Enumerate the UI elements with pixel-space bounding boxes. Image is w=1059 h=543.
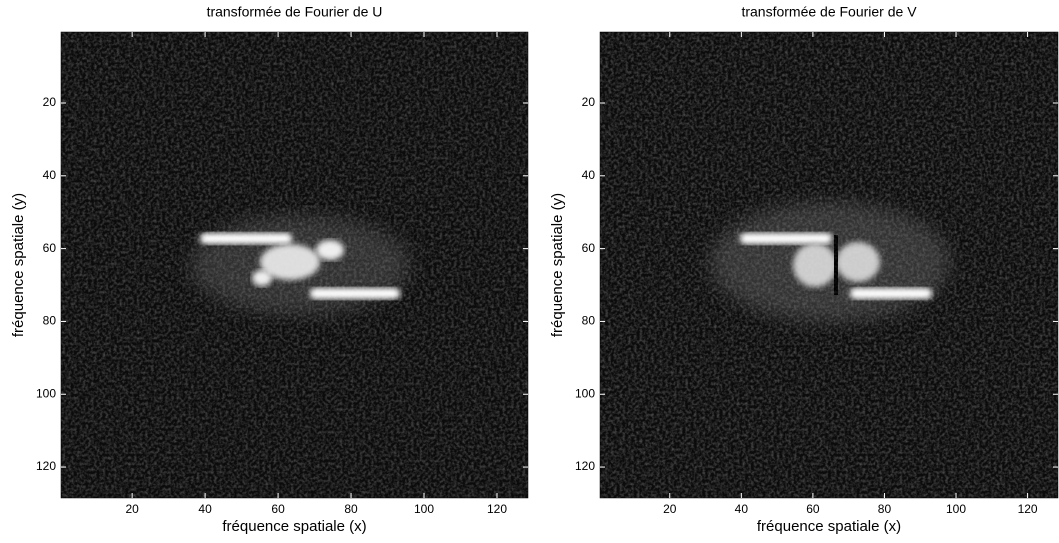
image-texture [61, 32, 528, 498]
y-tick-label: 60 [582, 241, 596, 255]
y-tick-label: 100 [575, 386, 595, 400]
x-axis-label: fréquence spatiale (x) [222, 518, 366, 535]
image-texture [600, 32, 1058, 498]
y-tick-label: 120 [36, 459, 56, 473]
y-tick-label: 20 [43, 95, 57, 109]
axes-frame [599, 31, 1059, 499]
y-tick-label: 120 [575, 459, 595, 473]
axes-frame [60, 31, 529, 499]
y-axis-label: fréquence spatiale (y) [549, 193, 566, 337]
x-tick-label: 120 [1018, 502, 1038, 516]
x-tick-label: 40 [198, 502, 212, 516]
y-tick-label: 80 [43, 314, 57, 328]
x-tick-label: 80 [878, 502, 892, 516]
x-tick-label: 20 [125, 502, 139, 516]
x-tick-label: 60 [806, 502, 820, 516]
y-tick-label: 40 [43, 168, 57, 182]
x-tick-label: 100 [946, 502, 966, 516]
x-tick-label: 40 [735, 502, 749, 516]
x-tick-label: 20 [663, 502, 677, 516]
x-tick-label: 120 [487, 502, 507, 516]
y-tick-label: 60 [43, 241, 57, 255]
x-tick-label: 100 [414, 502, 434, 516]
y-tick-label: 40 [582, 168, 596, 182]
y-tick-label: 20 [582, 95, 596, 109]
x-axis-label: fréquence spatiale (x) [757, 518, 901, 535]
y-axis-label: fréquence spatiale (y) [10, 193, 27, 337]
x-tick-label: 60 [271, 502, 285, 516]
chart-title: transformée de Fourier de V [741, 4, 917, 20]
chart-title: transformée de Fourier de U [207, 4, 383, 20]
y-tick-label: 80 [582, 314, 596, 328]
y-tick-label: 100 [36, 386, 56, 400]
x-tick-label: 80 [344, 502, 358, 516]
